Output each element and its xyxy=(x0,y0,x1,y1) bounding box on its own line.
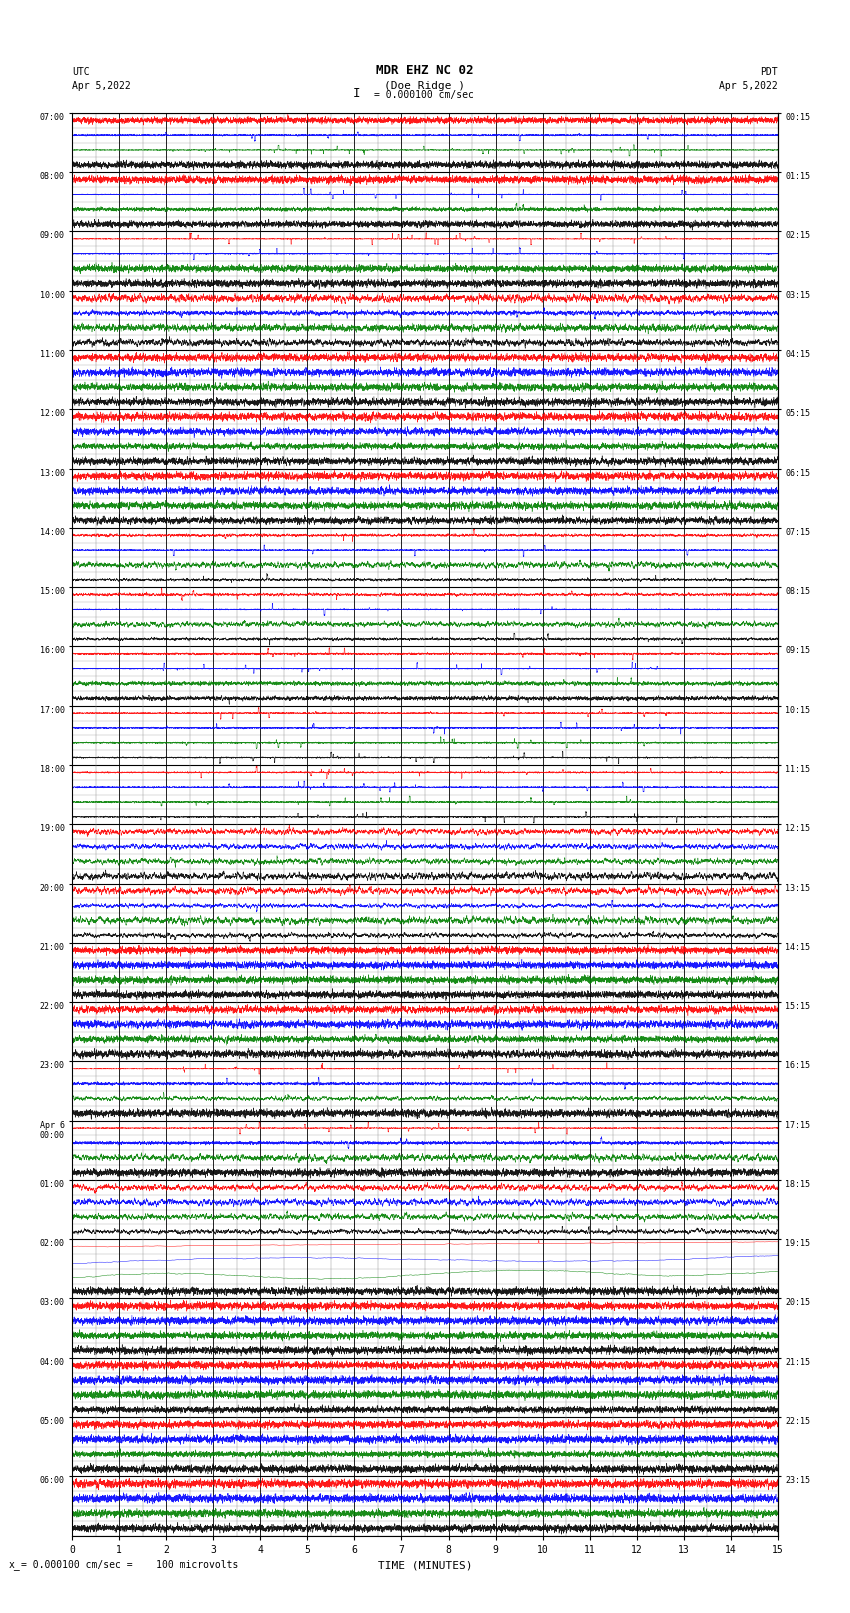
Text: = 0.000100 cm/sec: = 0.000100 cm/sec xyxy=(374,90,474,100)
Text: = 0.000100 cm/sec =    100 microvolts: = 0.000100 cm/sec = 100 microvolts xyxy=(21,1560,239,1569)
Text: I: I xyxy=(354,87,360,100)
Text: Apr 5,2022: Apr 5,2022 xyxy=(719,81,778,90)
Text: UTC: UTC xyxy=(72,66,90,77)
Text: (Doe Ridge ): (Doe Ridge ) xyxy=(384,81,466,90)
X-axis label: TIME (MINUTES): TIME (MINUTES) xyxy=(377,1560,473,1569)
Text: Apr 5,2022: Apr 5,2022 xyxy=(72,81,131,90)
Text: MDR EHZ NC 02: MDR EHZ NC 02 xyxy=(377,63,473,77)
Text: PDT: PDT xyxy=(760,66,778,77)
Text: x̲: x̲ xyxy=(8,1560,20,1569)
